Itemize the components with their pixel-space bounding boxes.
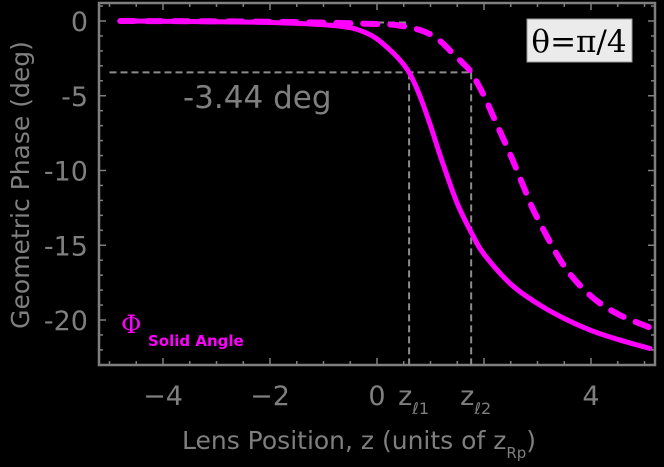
y-axis-label: Geometric Phase (deg) [6, 41, 35, 329]
x-axis-title: Lens Position, z (units of zRp) [182, 426, 536, 462]
y-tick-label: -20 [44, 306, 88, 337]
theta-label: θ=π/4 [531, 24, 626, 60]
legend-subscript: Solid Angle [148, 332, 244, 350]
x-axis-label-main: Lens Position, z (units of z [182, 426, 506, 455]
x-tick-label: 4 [582, 381, 599, 412]
y-tick-label: -10 [44, 157, 88, 188]
x-axis-label-sub: Rp [506, 444, 526, 462]
legend: Φ Solid Angle [121, 310, 244, 350]
x-tick-label: −2 [250, 381, 290, 412]
legend-phi-symbol: Φ [121, 310, 142, 339]
x-tick-label: 0 [368, 381, 385, 412]
y-tick-label: 0 [71, 7, 88, 38]
theta-box: θ=π/4 [526, 18, 633, 63]
y-axis-title: Geometric Phase (deg) [6, 41, 35, 329]
x-axis-label-close: ) [526, 426, 536, 455]
data-series [117, 18, 653, 351]
x-tick-label: −4 [143, 381, 183, 412]
x-axis-label: Lens Position, z (units of zRp) [182, 426, 536, 462]
y-tick-label: -15 [44, 231, 88, 262]
y-tick-label: -5 [61, 82, 88, 113]
x-special-tick-label: zℓ1 [398, 381, 429, 418]
dashed-curve [117, 18, 653, 331]
reference-lines [109, 21, 473, 365]
x-special-tick-label: zℓ2 [460, 381, 491, 418]
axis-ticks: −4 −2 0 4 zℓ1 zℓ2 0 -5 -10 -15 -20 [44, 3, 655, 418]
annotation-value: -3.44 deg [183, 80, 332, 116]
solid-curve [117, 18, 653, 351]
